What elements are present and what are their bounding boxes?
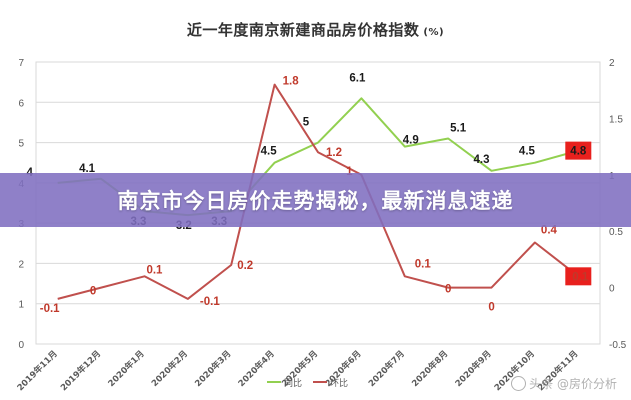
chart-title-unit: (%)	[423, 27, 445, 38]
data-label-mom: -0.1	[200, 296, 220, 308]
data-label-yoy: 5	[303, 117, 310, 129]
y-right-tick-label: -0.5	[609, 340, 627, 351]
chart-title: 近一年度南京新建商品房价格指数 (%)	[0, 19, 631, 40]
data-label-yoy: 4.3	[474, 154, 490, 166]
x-tick-label: 2020年9月	[453, 348, 494, 389]
data-label-yoy: 4.1	[79, 163, 96, 175]
data-label-mom: 0	[90, 286, 96, 298]
y-left-tick-label: 5	[18, 139, 24, 150]
data-label-mom: 0.4	[541, 224, 558, 236]
y-right-tick-label: 1.5	[609, 114, 623, 125]
y-right-tick-label: 2	[609, 58, 615, 69]
last-value-highlight	[565, 267, 592, 286]
data-label-yoy: 4.8	[570, 146, 587, 158]
x-tick-label: 2020年8月	[410, 348, 451, 389]
data-label-yoy: 4.5	[519, 146, 536, 158]
y-left-tick-label: 6	[18, 98, 24, 109]
x-tick-label: 2020年1月	[106, 348, 147, 389]
watermark: 头条 @房价分析	[511, 375, 617, 392]
y-right-tick-label: 0.5	[609, 227, 623, 238]
data-label-mom: 0	[445, 284, 451, 296]
headline-text: 南京市今日房价走势揭秘，最新消息速递	[117, 189, 514, 213]
watermark-text: 头条 @房价分析	[529, 377, 617, 391]
watermark-logo-icon	[511, 376, 527, 391]
data-label-yoy: 5.1	[450, 123, 467, 135]
y-left-tick-label: 0	[18, 340, 24, 351]
x-tick-label: 2019年12月	[58, 348, 103, 393]
x-tick-label: 2020年3月	[193, 348, 234, 389]
data-label-mom: 0	[488, 302, 494, 314]
x-tick-label: 2019年11月	[15, 348, 60, 393]
chart-title-text: 近一年度南京新建商品房价格指数	[186, 21, 420, 39]
y-left-tick-label: 7	[18, 58, 24, 69]
data-label-mom: 1.2	[326, 147, 342, 159]
y-left-tick-label: 2	[18, 259, 24, 270]
legend-label-mom: 环比	[330, 377, 348, 389]
data-label-mom: 0.1	[415, 258, 432, 270]
y-right-tick-label: 0	[609, 284, 615, 295]
y-left-tick-label: 1	[18, 300, 24, 311]
last-value-highlight	[565, 141, 592, 160]
series-line-mom	[57, 83, 579, 300]
legend-label-yoy: 同比	[284, 377, 302, 389]
data-label-mom: 1.8	[283, 76, 300, 88]
data-label-mom: -0.1	[40, 303, 60, 315]
data-label-mom: 1	[346, 166, 353, 178]
data-label-yoy: 4	[26, 167, 33, 179]
data-label-yoy: 6.1	[349, 72, 366, 84]
data-label-mom: 0.1	[146, 264, 163, 276]
data-label-mom: 0.1	[572, 271, 589, 283]
data-label-yoy: 4.5	[261, 146, 278, 158]
x-tick-label: 2020年2月	[149, 348, 190, 389]
x-tick-label: 2020年7月	[366, 348, 407, 389]
data-label-yoy: 4.9	[403, 135, 419, 147]
headline-banner: 南京市今日房价走势揭秘，最新消息速递	[0, 173, 631, 227]
data-label-mom: 0.2	[237, 260, 253, 272]
